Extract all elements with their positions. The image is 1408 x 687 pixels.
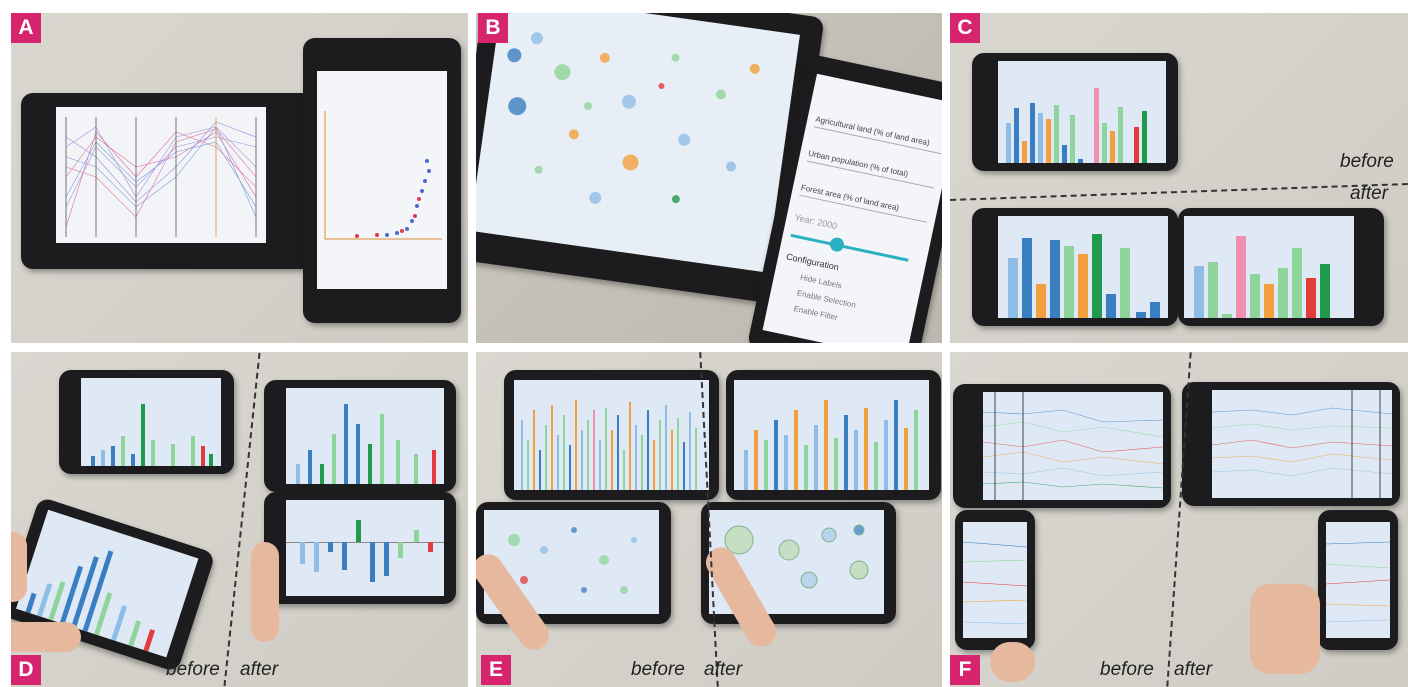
field-urban[interactable]: Urban population (% of total) (806, 148, 937, 189)
bubbles-e2 (724, 524, 869, 589)
field-agricultural[interactable]: Agricultural land (% of land area) (813, 114, 942, 155)
panel-d-after-label: after (240, 659, 279, 680)
dense-bars-e1 (521, 400, 697, 490)
panel-d-badge: D (11, 655, 41, 685)
bar-chart-d4 (286, 500, 444, 596)
panel-e-before-label: before (631, 659, 685, 680)
panel-f-badge: F (950, 655, 980, 685)
panel-a: A (11, 13, 468, 343)
panel-c: C before after (950, 13, 1408, 343)
panel-d: D before after (11, 352, 468, 687)
scatterplot-screen (317, 71, 447, 289)
tablet-c-after-right (1178, 208, 1384, 326)
option-enable-filter[interactable]: Enable Filter (792, 304, 839, 323)
phone-line-chart-f2 (1326, 522, 1390, 638)
bubble-chart (507, 32, 760, 204)
year-slider-thumb[interactable] (828, 236, 846, 253)
phone-lines-f2 (1326, 541, 1390, 623)
hand-f-left (990, 642, 1035, 682)
panel-a-badge: A (11, 13, 41, 43)
phone-f-left (955, 510, 1035, 650)
panel-f: F before after (950, 352, 1408, 687)
panel-c-after-label: after (1350, 183, 1389, 204)
lines-f2 (1212, 390, 1392, 498)
tablet-e-top-right (726, 370, 941, 500)
panel-c-divider (950, 183, 1408, 201)
tablet-e-top-left (504, 370, 719, 500)
tablet-f-top-right (1182, 382, 1400, 506)
phone-lines-f1 (963, 541, 1027, 625)
tablet-portrait (303, 38, 461, 323)
panel-e-badge: E (481, 655, 511, 685)
zero-axis (286, 542, 444, 543)
tablet-c-after-left (972, 208, 1178, 326)
hand-right (251, 542, 279, 642)
panel-f-after-label: after (1174, 659, 1213, 680)
bar-chart-after-right (1184, 216, 1354, 318)
panel-c-badge: C (950, 13, 980, 43)
parallel-coordinates-plot (65, 117, 257, 237)
panel-b: B Agricultural land (% of land area) (476, 13, 942, 343)
panel-d-before-label: before (166, 659, 220, 680)
phone-f-right (1318, 510, 1398, 650)
config-title: Configuration (785, 251, 840, 273)
bar-chart-e2 (734, 380, 929, 490)
tablet-d-right-bottom (264, 492, 456, 604)
scatterplot (324, 111, 442, 240)
parallel-coordinates-screen (56, 107, 266, 243)
bar-chart-d3 (286, 388, 444, 484)
panel-b-badge: B (478, 13, 508, 43)
tablet-d-top-left (59, 370, 234, 474)
bars-e2 (744, 400, 918, 490)
bar-chart-e1 (514, 380, 709, 490)
tablet-f-top-left (953, 384, 1171, 508)
line-chart-f2 (1212, 390, 1392, 498)
bar-chart-before (998, 61, 1166, 163)
bar-chart-d1 (81, 378, 221, 466)
hand-left-thumb (11, 532, 27, 602)
year-label: Year: 2000 (793, 212, 839, 232)
tablet-landscape (21, 93, 313, 269)
tablet-d-right-top (264, 380, 456, 492)
bubble-chart-screen (476, 13, 800, 273)
panel-e: E before after (476, 352, 942, 687)
option-hide-labels[interactable]: Hide Labels (799, 272, 843, 291)
bar-chart-after-left (998, 216, 1168, 318)
hand-f-right (1250, 584, 1320, 674)
tablet-scatter-bubbles (476, 13, 825, 306)
hand-left (11, 622, 81, 652)
bubbles-e1 (508, 527, 637, 594)
phone-line-chart-f1 (963, 522, 1027, 638)
panel-c-before-label: before (1340, 151, 1394, 172)
panel-f-before-label: before (1100, 659, 1154, 680)
line-chart-f1 (983, 392, 1163, 500)
lines-f1 (983, 392, 1163, 500)
panel-e-after-label: after (704, 659, 743, 680)
tablet-c-before (972, 53, 1178, 171)
